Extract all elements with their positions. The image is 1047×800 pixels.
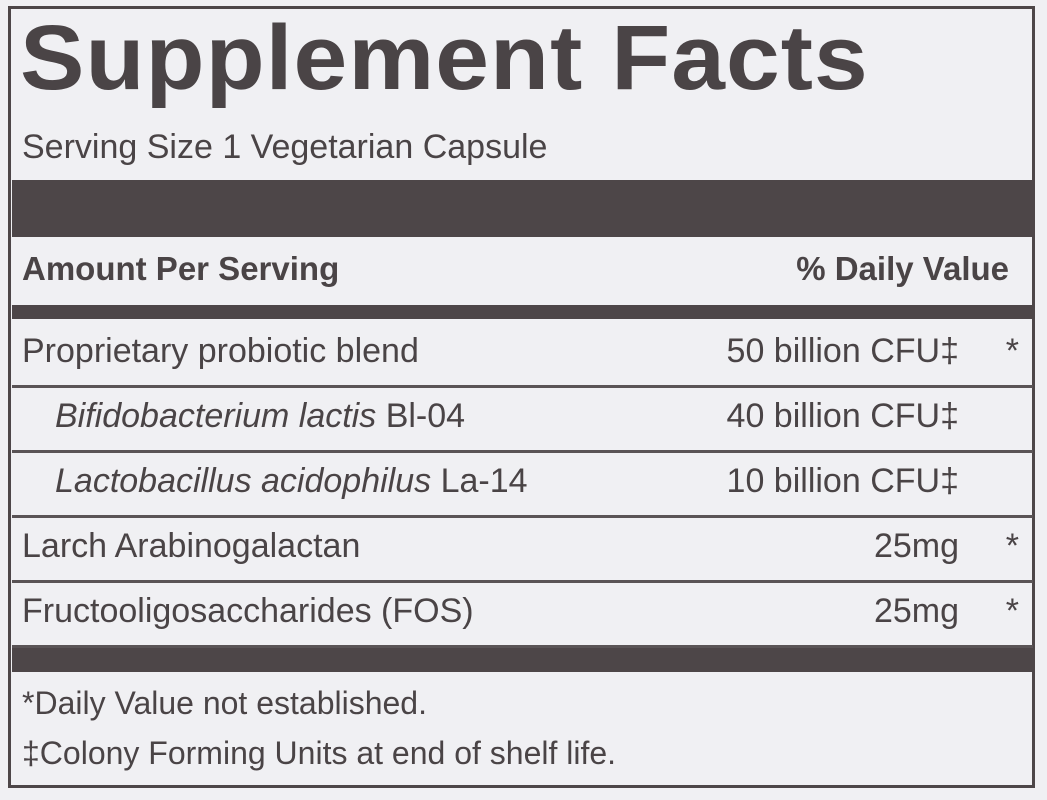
daily-value: * — [1005, 592, 1019, 630]
nutrient-name: Lactobacillus acidophilus La-14 — [55, 462, 528, 501]
nutrient-row: Fructooligosaccharides (FOS) 25mg * — [12, 580, 1033, 648]
nutrient-row: Bifidobacterium lactis Bl-04 40 billion C… — [12, 385, 1033, 453]
daily-value: * — [1005, 332, 1019, 370]
daily-value: * — [1005, 527, 1019, 565]
label-frame — [8, 6, 1035, 788]
header-right: % Daily Value — [796, 250, 1009, 287]
amount: 50 billion CFU‡ — [726, 332, 959, 370]
strain-name: Proprietary probiotic blend — [22, 332, 419, 370]
nutrient-name: Larch Arabinogalactan — [22, 527, 360, 566]
thick-bar — [12, 648, 1033, 672]
nutrient-row: Larch Arabinogalactan 25mg * — [12, 515, 1033, 583]
nutrient-row: Proprietary probiotic blend 50 billion CF… — [12, 320, 1033, 388]
strain-species: Lactobacillus acidophilus — [55, 462, 432, 500]
strain-name: Larch Arabinogalactan — [22, 527, 361, 565]
title: Supplement Facts — [20, 7, 869, 109]
amount: 25mg — [873, 527, 959, 565]
nutrient-name: Bifidobacterium lactis Bl-04 — [55, 397, 465, 436]
footnote: ‡Colony Forming Units at end of shelf li… — [22, 735, 617, 771]
strain-name: Fructooligosaccharides (FOS) — [22, 592, 474, 630]
strain-name: La-14 — [440, 462, 528, 500]
nutrient-name: Fructooligosaccharides (FOS) — [22, 592, 474, 631]
amount: 25mg — [873, 592, 959, 630]
serving-size: Serving Size 1 Vegetarian Capsule — [22, 128, 548, 166]
nutrient-name: Proprietary probiotic blend — [22, 332, 419, 371]
amount: 40 billion CFU‡ — [726, 397, 959, 435]
footnote: *Daily Value not established. — [22, 685, 427, 721]
medium-bar — [12, 305, 1033, 319]
strain-species: Bifidobacterium lactis — [55, 397, 377, 435]
nutrient-row: Lactobacillus acidophilus La-14 10 billio… — [12, 450, 1033, 518]
amount: 10 billion CFU‡ — [726, 462, 959, 500]
thick-bar — [12, 180, 1033, 237]
strain-name: Bl-04 — [385, 397, 466, 435]
header-left: Amount Per Serving — [22, 250, 340, 287]
